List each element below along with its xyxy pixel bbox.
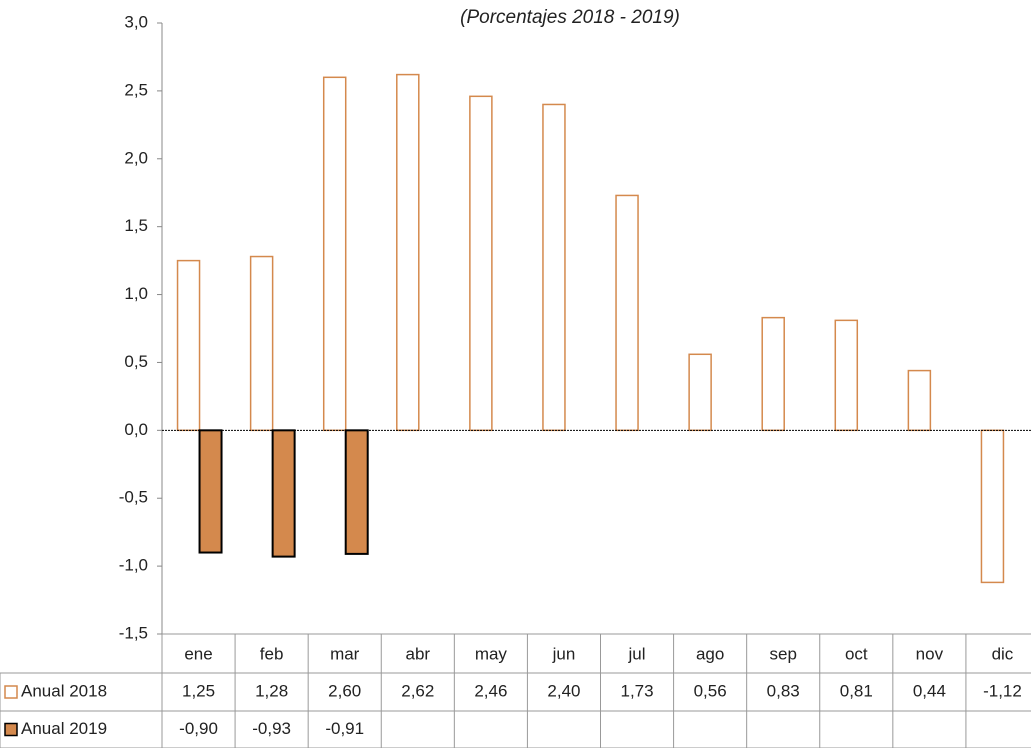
x-tick-label: mar — [330, 644, 360, 663]
bar — [396, 73, 420, 432]
bar — [761, 316, 785, 432]
y-tick-label: 2,5 — [124, 80, 148, 99]
y-tick-label: 3,0 — [124, 12, 148, 31]
value-label: -0,90 — [179, 719, 218, 738]
value-label: 2,60 — [328, 681, 361, 700]
x-tick-label: sep — [769, 644, 796, 663]
bar — [249, 255, 274, 432]
bar — [542, 103, 566, 432]
x-tick-label: nov — [916, 644, 944, 663]
bar — [322, 76, 347, 432]
value-label: -1,12 — [983, 681, 1022, 700]
x-tick-label: jul — [628, 644, 646, 663]
y-tick-label: -0,5 — [119, 488, 148, 507]
x-tick-label: oct — [845, 644, 868, 663]
bar — [688, 353, 712, 432]
x-tick-label: feb — [260, 644, 284, 663]
chart-title: (Porcentajes 2018 - 2019) — [460, 7, 680, 28]
y-tick-label: 2,0 — [124, 148, 148, 167]
x-tick-label: ene — [184, 644, 212, 663]
value-label: 1,73 — [620, 681, 653, 700]
value-label: 1,28 — [255, 681, 288, 700]
legend-swatch — [4, 685, 18, 699]
value-label: 2,40 — [547, 681, 580, 700]
x-tick-label: may — [475, 644, 508, 663]
bar — [469, 95, 493, 432]
bar — [615, 194, 639, 432]
y-tick-label: 1,5 — [124, 216, 148, 235]
bar — [271, 429, 296, 558]
y-tick-label: 1,0 — [124, 284, 148, 303]
bar — [176, 259, 201, 432]
legend-label: Anual 2019 — [21, 719, 107, 738]
value-label: 0,81 — [840, 681, 873, 700]
y-tick-label: 0,0 — [124, 420, 148, 439]
y-tick-label: -1,0 — [119, 556, 148, 575]
bar — [980, 429, 1005, 584]
x-tick-label: dic — [992, 644, 1014, 663]
x-tick-label: jun — [552, 644, 576, 663]
legend-swatch — [4, 722, 18, 737]
x-tick-label: ago — [696, 644, 724, 663]
bar — [907, 369, 932, 432]
value-label: 0,56 — [694, 681, 727, 700]
value-label: -0,91 — [325, 719, 364, 738]
value-label: -0,93 — [252, 719, 291, 738]
value-label: 2,62 — [401, 681, 434, 700]
value-label: 1,25 — [182, 681, 215, 700]
y-tick-label: 0,5 — [124, 352, 148, 371]
value-label: 2,46 — [474, 681, 507, 700]
value-label: 0,83 — [767, 681, 800, 700]
x-tick-label: abr — [406, 644, 431, 663]
bar — [344, 429, 369, 555]
bar — [834, 319, 859, 432]
y-tick-label: -1,5 — [119, 623, 148, 642]
bar — [198, 429, 223, 554]
legend-label: Anual 2018 — [21, 681, 107, 700]
value-label: 0,44 — [913, 681, 946, 700]
